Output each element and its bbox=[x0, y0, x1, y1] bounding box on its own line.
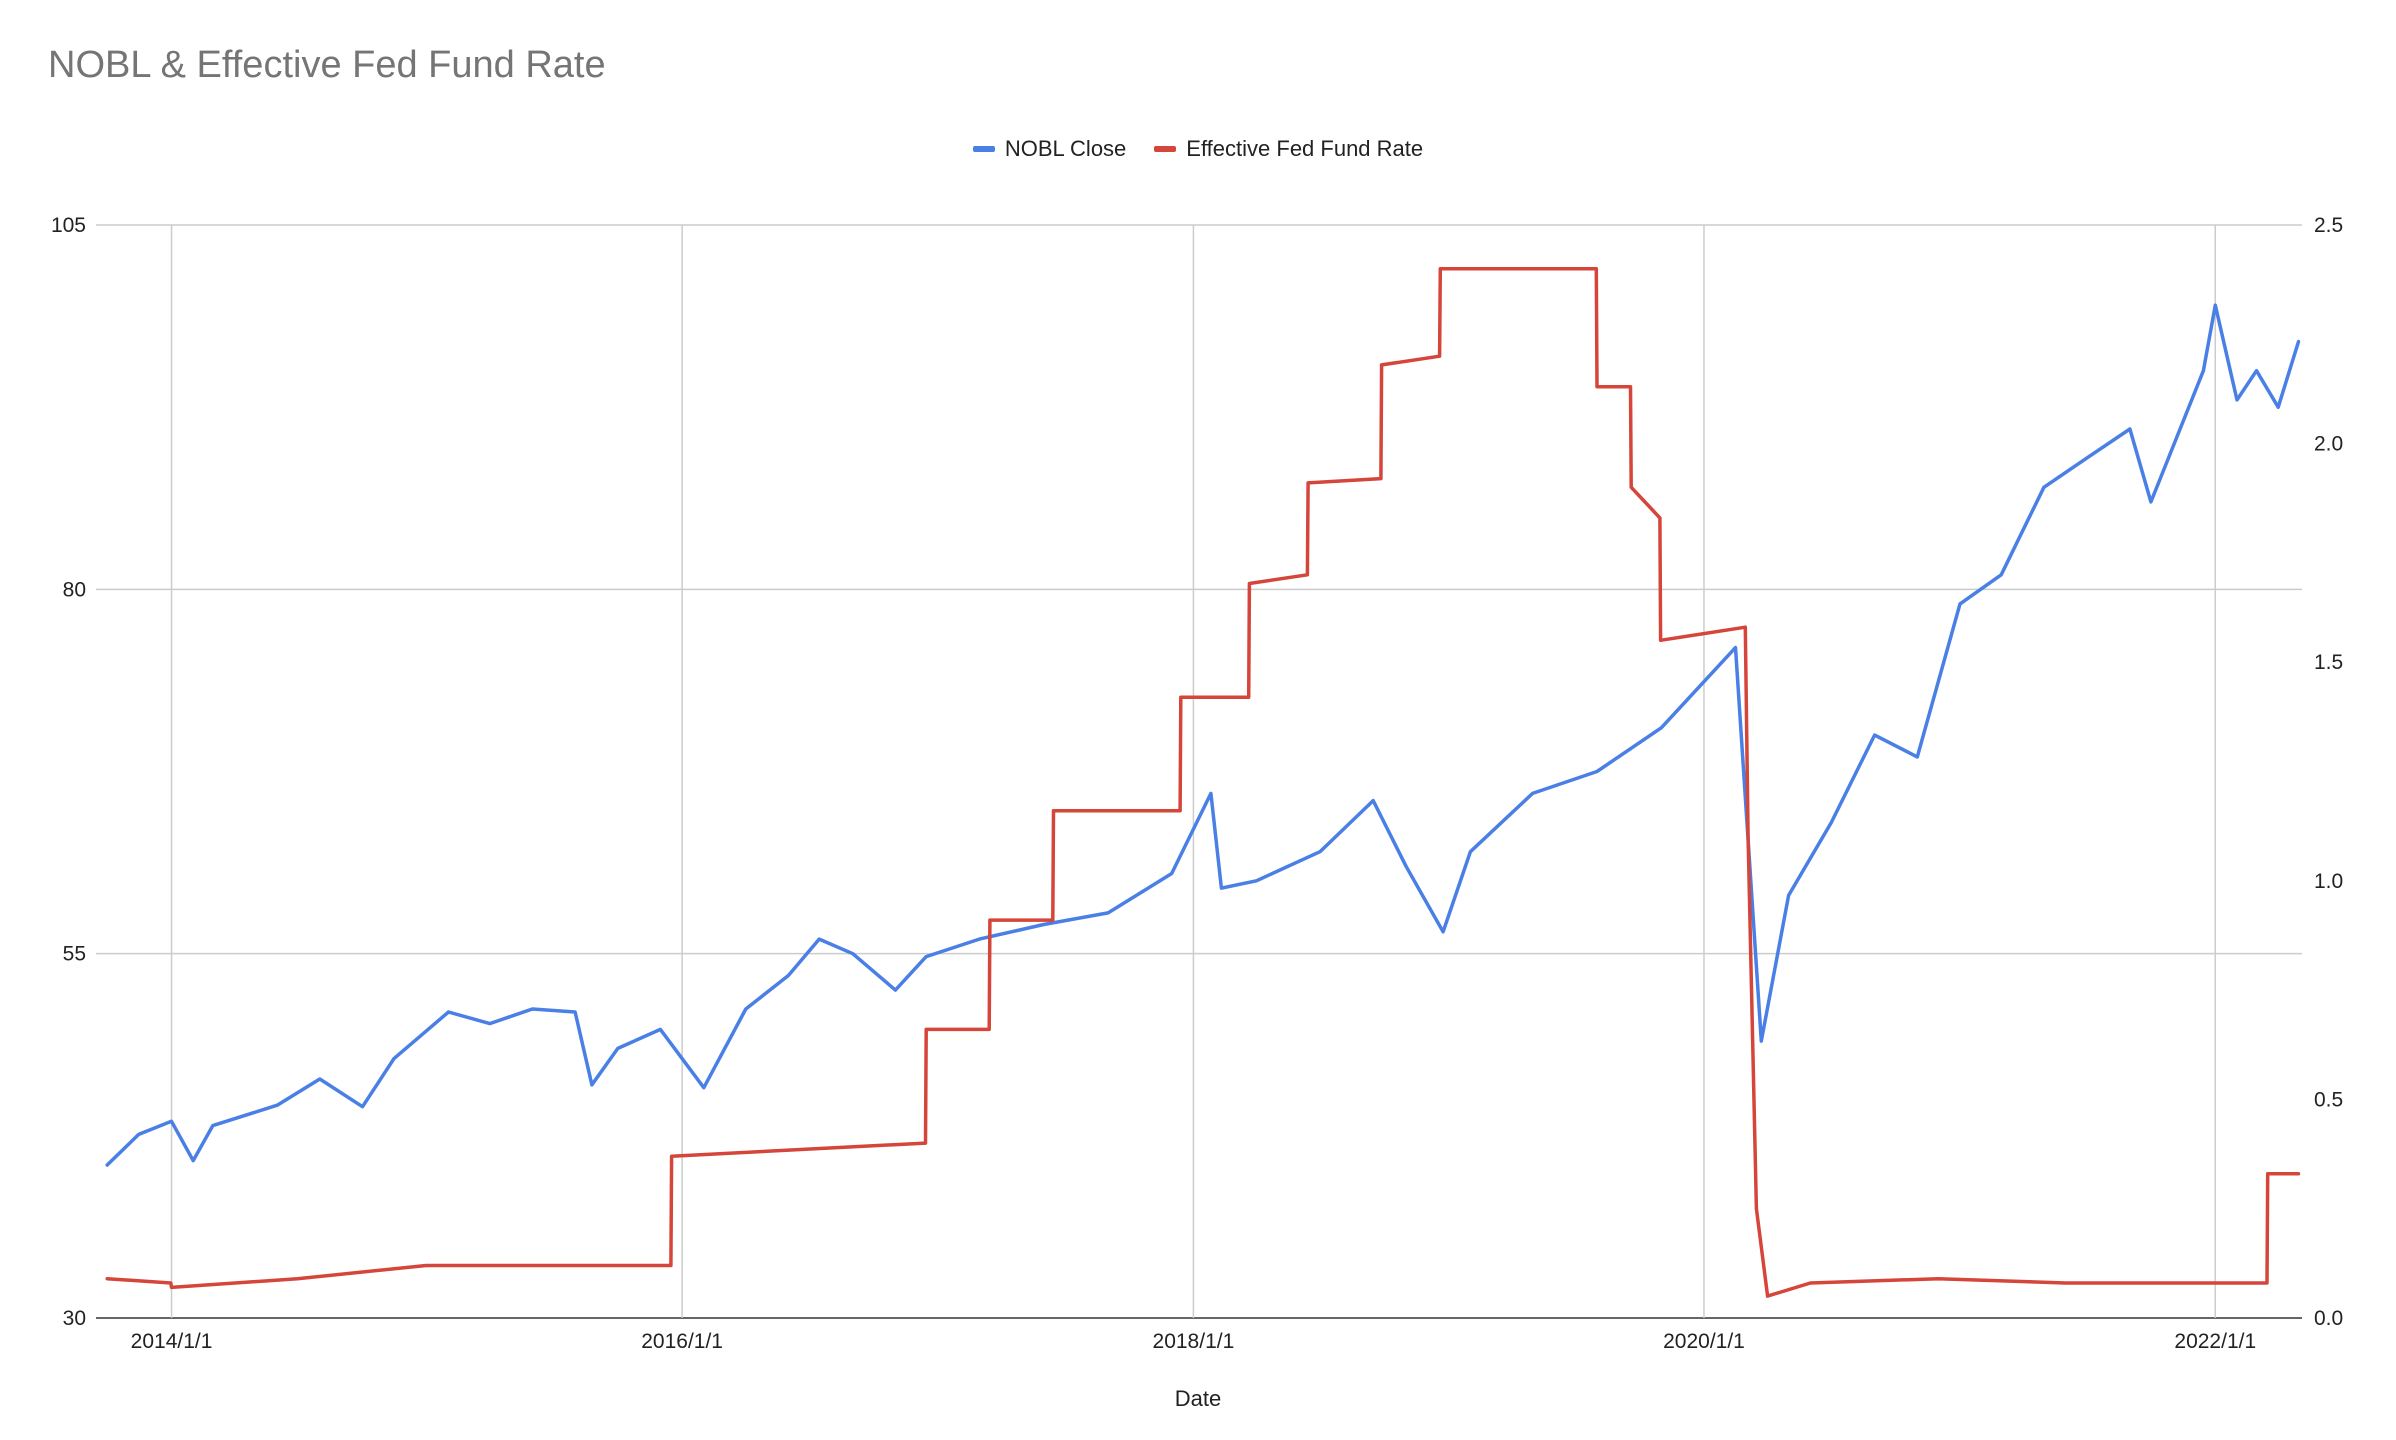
x-axis-title: Date bbox=[1174, 1386, 1222, 1411]
y-right-tick-label: 1.0 bbox=[2314, 870, 2343, 893]
x-tick-label: 2014/1/1 bbox=[131, 1330, 213, 1353]
legend-label-fed-rate: Effective Fed Fund Rate bbox=[1186, 136, 1424, 161]
y-right-tick-label: 2.0 bbox=[2314, 433, 2343, 456]
legend-label-nobl: NOBL Close bbox=[1004, 136, 1127, 161]
y-left-tick-label: 55 bbox=[63, 943, 86, 966]
y-left-tick-label: 30 bbox=[63, 1307, 86, 1330]
x-tick-label: 2022/1/1 bbox=[2174, 1330, 2256, 1353]
legend-swatch-nobl bbox=[972, 146, 995, 152]
series-line-fed-fund-rate bbox=[105, 266, 2301, 1298]
legend-swatch-fed-rate bbox=[1154, 146, 1177, 152]
y-right-tick-label: 0.0 bbox=[2314, 1307, 2343, 1330]
legend: NOBL Close Effective Fed Fund Rate bbox=[0, 136, 2396, 162]
chart-title: NOBL & Effective Fed Fund Rate bbox=[48, 44, 606, 86]
x-tick-label: 2018/1/1 bbox=[1153, 1330, 1235, 1353]
series-line-nobl-close bbox=[105, 303, 2301, 1167]
grid bbox=[96, 224, 2302, 1319]
y-left-tick-label: 80 bbox=[63, 578, 86, 601]
y-left-tick-label: 105 bbox=[51, 214, 86, 237]
axes: 30 55 80 105 0.0 0.5 1.0 1.5 2.0 2.5 2014/1/1 2016/… bbox=[51, 214, 2343, 1353]
y-right-tick-label: 1.5 bbox=[2314, 651, 2343, 674]
y-right-tick-label: 0.5 bbox=[2314, 1088, 2343, 1111]
y-right-tick-label: 2.5 bbox=[2314, 214, 2343, 237]
legend-item-nobl[interactable]: NOBL Close bbox=[972, 136, 1127, 162]
x-tick-label: 2020/1/1 bbox=[1663, 1330, 1745, 1353]
legend-item-fed-rate[interactable]: Effective Fed Fund Rate bbox=[1154, 136, 1423, 162]
x-tick-label: 2016/1/1 bbox=[641, 1330, 723, 1353]
series-lines bbox=[105, 266, 2301, 1298]
